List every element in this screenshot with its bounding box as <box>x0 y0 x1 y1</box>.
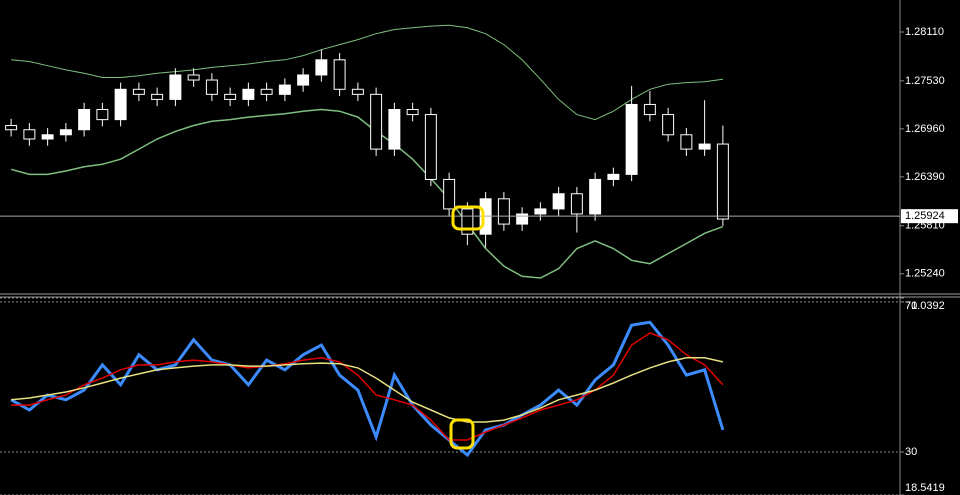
candle-body <box>224 93 237 100</box>
candle-body <box>242 88 255 100</box>
y-tick-label: 1.26960 <box>905 123 945 135</box>
current-price-label: 1.25924 <box>905 210 945 222</box>
candle-body <box>589 178 602 215</box>
candle-body <box>516 213 529 225</box>
candle-body <box>132 88 145 95</box>
candle-body <box>643 103 656 116</box>
candle-body <box>424 114 437 180</box>
candle-body <box>315 59 328 76</box>
candle-body <box>625 103 638 175</box>
candle-body <box>114 88 127 121</box>
y-tick-label: 70 <box>905 300 917 312</box>
candle-body <box>461 208 474 235</box>
candle-body <box>151 93 164 100</box>
candle-body <box>716 143 729 220</box>
y-tick-label: 1.28110 <box>905 26 944 38</box>
current-price-box <box>901 209 958 224</box>
candle-body <box>443 178 456 210</box>
candle-body <box>570 193 583 215</box>
series-line <box>10 108 724 279</box>
y-tick-label: 30 <box>905 446 917 458</box>
candle-body <box>497 198 510 225</box>
candle-body <box>406 109 419 116</box>
candle-body <box>388 109 401 150</box>
candle-body <box>23 129 36 140</box>
candle-body <box>698 143 711 150</box>
candle-body <box>78 109 91 131</box>
highlight-marker <box>449 418 475 450</box>
highlight-marker <box>451 205 485 231</box>
series-line <box>11 332 724 441</box>
candle-body <box>169 74 182 100</box>
y-tick-label: 1.25240 <box>905 268 945 280</box>
candle-body <box>41 134 54 140</box>
candle-body <box>662 114 675 136</box>
candle-body <box>351 88 364 95</box>
candle-body <box>96 109 109 121</box>
candle-body <box>5 125 18 131</box>
candle-body <box>297 74 310 86</box>
candle-body <box>333 59 346 90</box>
y-tick-label: 18.5419 <box>905 482 945 494</box>
y-tick-label: 1.27530 <box>905 75 945 87</box>
candle-body <box>187 74 200 81</box>
candle-body <box>59 129 72 136</box>
candle-body <box>552 193 565 210</box>
plot-layer: 1.281101.275301.269601.263901.258101.252… <box>0 24 958 495</box>
candle-body <box>534 208 547 215</box>
candle-body <box>680 134 693 150</box>
candle-body <box>370 93 383 150</box>
series-line <box>11 24 723 121</box>
y-tick-label: 71.0392 <box>905 300 945 312</box>
candle-body <box>260 88 273 95</box>
candle-body <box>607 173 620 180</box>
series-line <box>11 357 724 423</box>
y-tick-label: 1.26390 <box>905 171 945 183</box>
series-line <box>10 320 725 458</box>
candle-body <box>205 79 218 95</box>
candle-body <box>278 84 291 95</box>
